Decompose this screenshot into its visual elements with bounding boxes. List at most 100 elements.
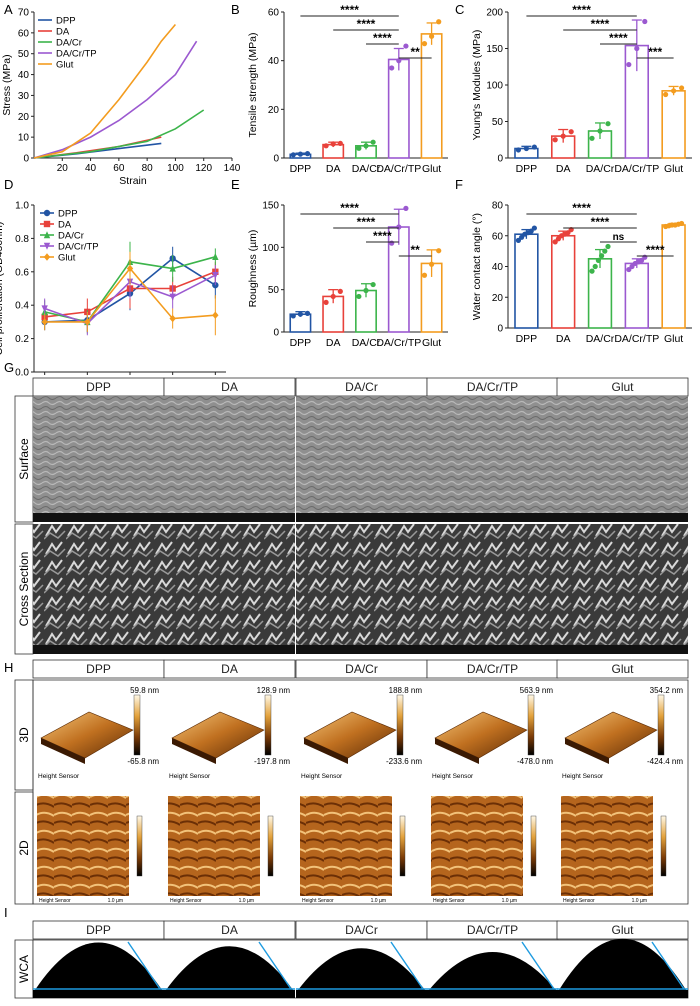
afm-2d-color-bar bbox=[399, 815, 406, 877]
x-tick-label: Glut bbox=[422, 337, 441, 349]
substrate bbox=[427, 990, 558, 998]
data-point bbox=[642, 18, 648, 25]
data-point bbox=[370, 139, 376, 145]
afm-2d-image bbox=[561, 796, 653, 896]
y-tick-label: 0.2 bbox=[15, 334, 29, 345]
sem-info-bar bbox=[33, 513, 164, 522]
afm-2d-color-bar bbox=[530, 815, 537, 877]
sem-info-bar bbox=[164, 645, 295, 654]
legend-label: DPP bbox=[58, 209, 78, 220]
afm-sensor-label: Height Sensor bbox=[169, 773, 211, 780]
afm-header-label: DA/Cr bbox=[345, 662, 378, 676]
marker bbox=[43, 231, 51, 239]
afm-color-bar bbox=[396, 694, 404, 756]
data-point bbox=[592, 263, 598, 270]
data-point bbox=[515, 147, 522, 153]
x-tick-label: 140 bbox=[224, 163, 241, 174]
data-point bbox=[403, 43, 409, 49]
data-point bbox=[290, 152, 296, 158]
afm-3d-side bbox=[304, 738, 348, 764]
afm-scale-label: 1.0 µm bbox=[371, 898, 386, 904]
sem-info-bar bbox=[164, 513, 295, 522]
afm-scale-label: 1.0 µm bbox=[239, 898, 254, 904]
y-axis-label: Tensile strength (MPa) bbox=[247, 32, 259, 137]
y-tick-label: 40 bbox=[492, 262, 504, 273]
sem-info-bar bbox=[427, 513, 558, 522]
marker bbox=[126, 264, 134, 273]
data-point bbox=[297, 311, 303, 317]
afm-header-label: DA bbox=[221, 662, 238, 676]
marker bbox=[169, 293, 176, 301]
y-tick-label: 80 bbox=[492, 201, 504, 212]
x-tick-label: DPP bbox=[290, 163, 312, 175]
data-point bbox=[663, 91, 669, 98]
legend-label: DA/Cr bbox=[58, 231, 84, 242]
significance-label: **** bbox=[646, 243, 665, 257]
series-line-Glut bbox=[33, 23, 177, 159]
y-tick-label: 70 bbox=[18, 8, 30, 19]
marker bbox=[43, 209, 51, 217]
afm-range-top: 354.2 nm bbox=[650, 686, 684, 695]
afm-3d-surface bbox=[171, 711, 265, 759]
significance-label: *** bbox=[648, 45, 662, 59]
afm-2d-image bbox=[168, 796, 260, 896]
x-tick-label: 60 bbox=[113, 163, 125, 174]
afm-scale-label: 1.0 µm bbox=[632, 898, 647, 904]
y-tick-label: 0 bbox=[273, 154, 279, 165]
sem-info-bar bbox=[296, 645, 427, 654]
line-chart-d: 0.0 0.2 0.4 0.6 0.8 1.0 Cell proliferation (OD… bbox=[0, 201, 226, 401]
x-tick-label: DPP bbox=[516, 333, 538, 345]
data-point bbox=[370, 281, 376, 288]
x-tick-label: DA/Cr/TP bbox=[376, 163, 421, 175]
sem-info-bar bbox=[296, 513, 427, 522]
y-tick-label: 200 bbox=[486, 8, 503, 19]
legend-label: Glut bbox=[56, 60, 74, 71]
x-tick-label: 100 bbox=[167, 163, 184, 174]
data-point bbox=[323, 299, 329, 305]
data-point bbox=[323, 143, 329, 149]
y-tick-label: 20 bbox=[18, 112, 30, 123]
significance-label: **** bbox=[591, 215, 610, 229]
afm-sensor-label: Height Sensor bbox=[39, 898, 71, 904]
afm-3d-surface bbox=[40, 711, 134, 759]
data-point bbox=[436, 248, 442, 254]
data-point bbox=[429, 261, 435, 267]
tangent-line bbox=[127, 941, 161, 990]
data-point bbox=[671, 88, 677, 94]
wca-header-label: DA/Cr/TP bbox=[467, 923, 518, 937]
data-point bbox=[403, 205, 409, 211]
afm-3d-side bbox=[172, 738, 216, 764]
panel-label-f: F bbox=[455, 177, 463, 192]
y-tick-label: 0 bbox=[23, 154, 29, 165]
significance-label: **** bbox=[591, 17, 610, 31]
y-tick-label: 0.4 bbox=[15, 301, 29, 312]
x-tick-label: DA bbox=[556, 163, 571, 175]
afm-3d-surface bbox=[303, 711, 397, 759]
data-point bbox=[589, 135, 595, 141]
afm-range-bottom: -197.8 nm bbox=[254, 757, 290, 766]
afm-range-top: 128.9 nm bbox=[257, 686, 291, 695]
data-point bbox=[568, 129, 574, 135]
tangent-line bbox=[651, 941, 685, 990]
y-tick-label: 50 bbox=[492, 117, 504, 128]
y-tick-label: 0.6 bbox=[15, 267, 29, 278]
afm-range-top: 188.8 nm bbox=[389, 686, 423, 695]
bar-Glut bbox=[661, 224, 686, 329]
significance-label: **** bbox=[609, 31, 628, 45]
afm-3d-side bbox=[41, 738, 85, 764]
afm-sensor-label: Height Sensor bbox=[563, 898, 595, 904]
data-point bbox=[356, 145, 362, 151]
afm-3d-surface bbox=[434, 711, 528, 759]
sem-cross-section-image bbox=[427, 524, 558, 654]
water-droplet bbox=[35, 942, 162, 990]
x-tick-label: Glut bbox=[664, 333, 683, 345]
afm-2d-image bbox=[431, 796, 523, 896]
afm-sensor-label: Height Sensor bbox=[433, 898, 465, 904]
afm-color-bar bbox=[133, 694, 141, 756]
significance-label: **** bbox=[373, 229, 392, 243]
sem-header-label: DA/Cr bbox=[345, 380, 378, 394]
bar-chart-f: 0 20 40 60 80 Water contact angle (°) DPP DA DA/… bbox=[471, 201, 692, 345]
legend-label: Glut bbox=[58, 253, 76, 264]
water-droplet bbox=[166, 946, 293, 990]
afm-range-bottom: -424.4 nm bbox=[647, 757, 683, 766]
